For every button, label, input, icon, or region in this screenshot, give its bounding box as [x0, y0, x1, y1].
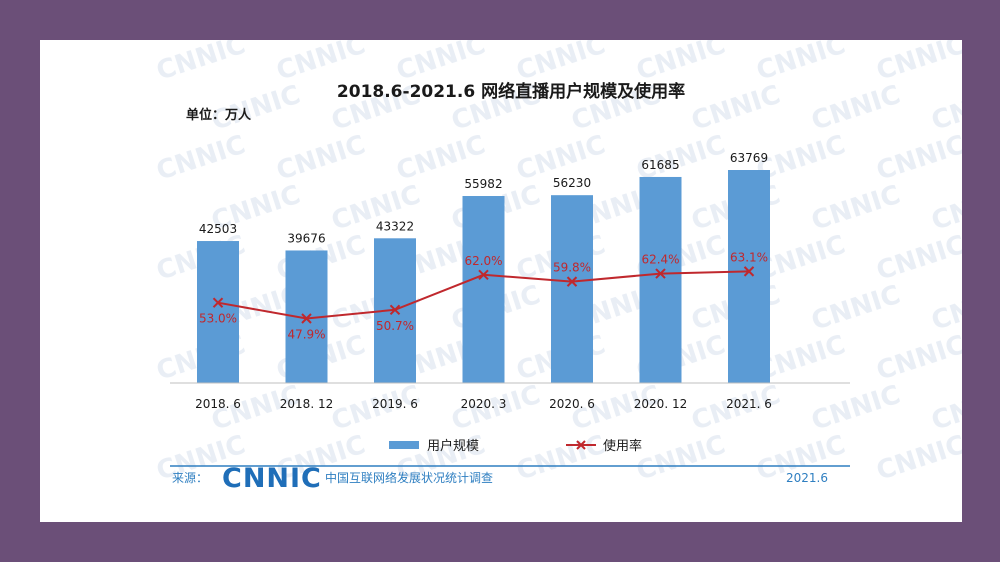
legend-bar-swatch [389, 441, 419, 449]
watermark-text: CNNIC [928, 280, 962, 337]
watermark-text: CNNIC [808, 180, 904, 237]
rate-value-label: 62.0% [464, 254, 502, 268]
legend-bar-label: 用户规模 [427, 438, 479, 454]
bar [462, 196, 505, 383]
watermark-text: CNNIC [513, 40, 609, 87]
watermark-text: CNNIC [808, 280, 904, 337]
bar-value-label: 39676 [287, 231, 325, 245]
bar [639, 176, 682, 383]
watermark-text: CNNIC [928, 380, 962, 437]
watermark-text: CNNIC [873, 40, 962, 87]
legend-line-label: 使用率 [603, 438, 642, 454]
cnnic-logo: CNNIC [222, 463, 322, 494]
watermark-text: CNNIC [393, 40, 489, 87]
watermark-text: CNNIC [873, 430, 962, 487]
rate-value-labels: 53.0% 47.9% 50.7% 62.0% 59.8% 62.4% 63.1% [199, 250, 768, 341]
x-tick-label: 2018. 6 [195, 397, 241, 411]
rate-value-label: 62.4% [641, 253, 679, 267]
rate-value-label: 53.0% [199, 312, 237, 326]
source-label: 来源： [172, 471, 208, 485]
watermark-text: CNNIC [808, 380, 904, 437]
bar [728, 170, 770, 383]
watermark-text: CNNIC [633, 40, 729, 87]
rate-markers [212, 266, 755, 324]
bar [551, 195, 593, 383]
watermark-text: CNNIC [928, 180, 962, 237]
unit-label: 单位：万人 [186, 107, 252, 123]
rate-marker [478, 269, 489, 281]
rate-marker [566, 276, 578, 287]
rate-marker [389, 304, 401, 316]
rate-marker [301, 313, 312, 324]
watermark-text: CNNIC [808, 80, 904, 137]
rate-value-label: 59.8% [553, 261, 591, 275]
watermark-text: CNNIC [273, 40, 369, 87]
bar-series [197, 170, 770, 383]
rate-value-label: 50.7% [376, 319, 414, 333]
survey-name: 中国互联网络发展状况统计调查 [325, 470, 493, 485]
watermark-text: CNNIC [928, 80, 962, 137]
watermark-text: CNNIC [153, 130, 249, 187]
rate-marker [743, 266, 755, 277]
x-tick-label: 2020. 3 [461, 397, 507, 411]
rate-value-label: 63.1% [730, 250, 768, 264]
watermark-text: CNNIC [513, 430, 609, 487]
chart-title: 2018.6-2021.6 网络直播用户规模及使用率 [337, 81, 685, 102]
footer-date: 2021.6 [786, 471, 828, 485]
chart: CNNIC CNNIC CNNIC CNNIC CNNIC CNNIC CNNICCNNIC… [153, 40, 962, 494]
rate-marker [212, 297, 224, 308]
watermark-text: CNNIC [273, 130, 369, 187]
watermark-text: CNNIC [153, 40, 249, 87]
bar-value-label: 61685 [641, 158, 679, 172]
watermark-text: CNNIC [873, 230, 962, 287]
watermark-text: CNNIC [753, 40, 849, 87]
chart-card: CNNIC CNNIC CNNIC CNNIC CNNIC CNNIC CNNIC CNNIC… [40, 40, 962, 522]
bar-value-labels: 42503 39676 43322 55982 56230 61685 63769 [199, 151, 768, 245]
bar-value-label: 43322 [376, 219, 414, 233]
x-tick-label: 2019. 6 [372, 397, 418, 411]
x-tick-label: 2020. 12 [634, 397, 687, 411]
x-tick-label: 2018. 12 [280, 397, 333, 411]
bar-value-label: 55982 [464, 177, 502, 191]
bar-value-label: 63769 [730, 151, 768, 165]
rate-marker [655, 268, 666, 279]
x-tick-label: 2020. 6 [549, 397, 595, 411]
watermark-text: CNNIC [873, 330, 962, 387]
bar-value-label: 42503 [199, 222, 237, 236]
watermark-text: CNNIC [688, 80, 784, 137]
rate-value-label: 47.9% [287, 328, 325, 342]
legend: 用户规模 使用率 [389, 438, 642, 454]
x-tick-label: 2021. 6 [726, 397, 772, 411]
bar-value-label: 56230 [553, 176, 591, 190]
watermark-text: CNNIC [633, 430, 729, 487]
x-axis-tick-labels: 2018. 6 2018. 12 2019. 6 2020. 3 2020. 6 2020… [195, 397, 772, 411]
watermark-text: CNNIC [873, 130, 962, 187]
bar [197, 241, 239, 383]
legend-line-marker [576, 440, 586, 450]
